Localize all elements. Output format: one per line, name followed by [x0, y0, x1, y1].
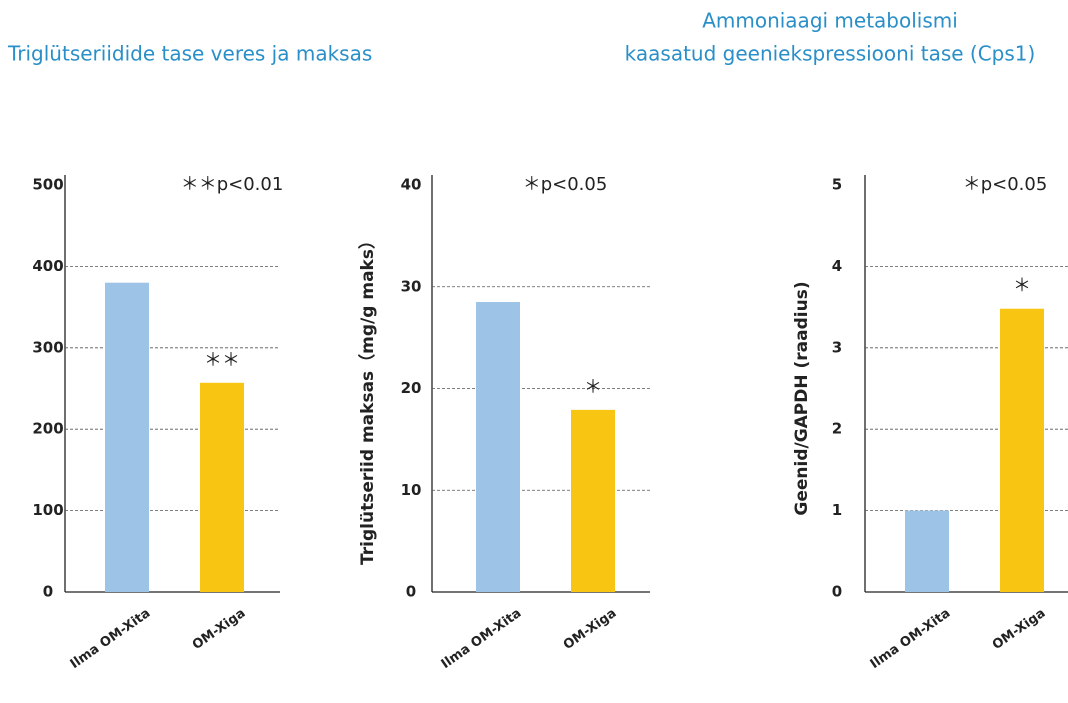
y-tick-label: 30 — [401, 277, 422, 295]
heading: Ammoniaagi metabolismi — [702, 9, 958, 33]
y-tick-label: 10 — [401, 481, 422, 499]
y-axis-label: Triglütseriid maksas（mg/g maks） — [357, 232, 378, 565]
y-tick-label: 4 — [832, 257, 842, 275]
y-tick-label: 1 — [832, 501, 842, 519]
y-tick-label: 400 — [32, 257, 63, 275]
y-tick-label: 100 — [32, 501, 63, 519]
x-tick-label: Ilma OM-Xita — [439, 606, 525, 672]
significance-label: ＊ — [584, 377, 602, 398]
y-tick-label: 40 — [401, 176, 422, 194]
y-axis-label: Geenid/GAPDH (raadius) — [792, 281, 812, 515]
heading: Triglütseriidide tase veres ja maksas — [7, 42, 372, 66]
bar — [905, 510, 949, 592]
bar — [476, 302, 520, 592]
y-tick-label: 0 — [43, 583, 53, 601]
y-tick-label: 300 — [32, 338, 63, 356]
y-tick-label: 200 — [32, 420, 63, 438]
bar — [571, 409, 615, 592]
y-tick-label: 0 — [406, 583, 416, 601]
x-tick-label: OM-Xiga — [561, 606, 619, 653]
x-tick-label: Ilma OM-Xita — [868, 606, 954, 672]
significance-label: ＊ — [1013, 276, 1031, 297]
y-tick-label: 500 — [32, 176, 63, 194]
x-tick-label: Ilma OM-Xita — [68, 606, 154, 672]
annotation: ＊＊p<0.01 — [181, 174, 284, 195]
x-tick-label: OM-Xiga — [990, 606, 1048, 653]
y-tick-label: 0 — [832, 583, 842, 601]
y-tick-label: 2 — [832, 420, 842, 438]
y-tick-label: 20 — [401, 379, 422, 397]
x-tick-label: OM-Xiga — [190, 606, 248, 653]
y-tick-label: 3 — [832, 338, 842, 356]
heading: kaasatud geeniekspressiooni tase (Cps1) — [625, 42, 1036, 66]
annotation: ＊p<0.05 — [963, 174, 1048, 195]
bar — [200, 382, 244, 592]
y-tick-label: 5 — [832, 176, 842, 194]
significance-label: ＊＊ — [204, 350, 240, 371]
bar — [105, 282, 149, 592]
annotation: ＊p<0.05 — [523, 174, 608, 195]
bar — [1000, 308, 1044, 592]
